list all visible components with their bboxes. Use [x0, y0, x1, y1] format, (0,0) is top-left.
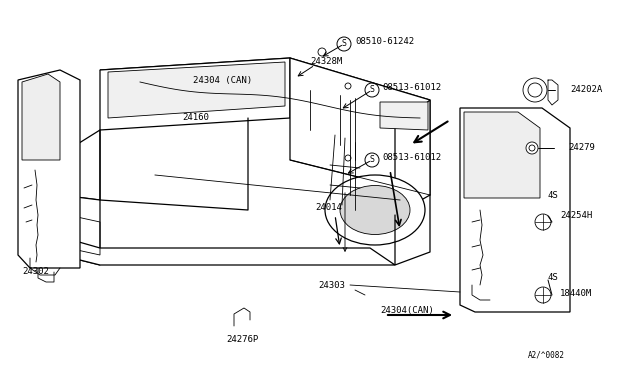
- Circle shape: [535, 214, 551, 230]
- Text: 08510-61242: 08510-61242: [355, 38, 414, 46]
- Ellipse shape: [340, 186, 410, 234]
- Polygon shape: [60, 130, 100, 200]
- Polygon shape: [460, 108, 570, 312]
- Text: 24279: 24279: [568, 144, 595, 153]
- Polygon shape: [60, 195, 100, 265]
- Text: 24328M: 24328M: [310, 58, 342, 67]
- Text: 24304(CAN): 24304(CAN): [380, 305, 434, 314]
- Text: S: S: [342, 39, 346, 48]
- Circle shape: [523, 78, 547, 102]
- Polygon shape: [290, 58, 430, 195]
- Polygon shape: [100, 58, 430, 118]
- Ellipse shape: [325, 175, 425, 245]
- Text: 4S: 4S: [548, 273, 559, 282]
- Polygon shape: [22, 74, 60, 160]
- Text: A2/^0082: A2/^0082: [528, 350, 565, 359]
- Polygon shape: [380, 102, 428, 130]
- Circle shape: [345, 83, 351, 89]
- Text: 24303: 24303: [318, 280, 345, 289]
- Polygon shape: [108, 62, 285, 118]
- Circle shape: [318, 48, 326, 56]
- Text: 24254H: 24254H: [560, 211, 592, 219]
- Text: 08513-61012: 08513-61012: [382, 154, 441, 163]
- Text: 24276P: 24276P: [226, 336, 258, 344]
- Text: 18440M: 18440M: [560, 289, 592, 298]
- Polygon shape: [60, 240, 395, 265]
- Polygon shape: [464, 112, 540, 198]
- Text: 4S: 4S: [548, 192, 559, 201]
- Polygon shape: [18, 70, 80, 268]
- Text: 08513-61012: 08513-61012: [382, 83, 441, 93]
- Text: 24304 (CAN): 24304 (CAN): [193, 76, 252, 84]
- Circle shape: [535, 287, 551, 303]
- Polygon shape: [395, 100, 430, 215]
- Text: 24302: 24302: [22, 267, 49, 276]
- Text: 24160: 24160: [182, 113, 209, 122]
- Polygon shape: [100, 58, 290, 130]
- Text: S: S: [370, 155, 374, 164]
- Text: 24014: 24014: [315, 203, 342, 212]
- Text: 24202A: 24202A: [570, 86, 602, 94]
- Circle shape: [345, 155, 351, 161]
- Text: S: S: [370, 86, 374, 94]
- Circle shape: [526, 142, 538, 154]
